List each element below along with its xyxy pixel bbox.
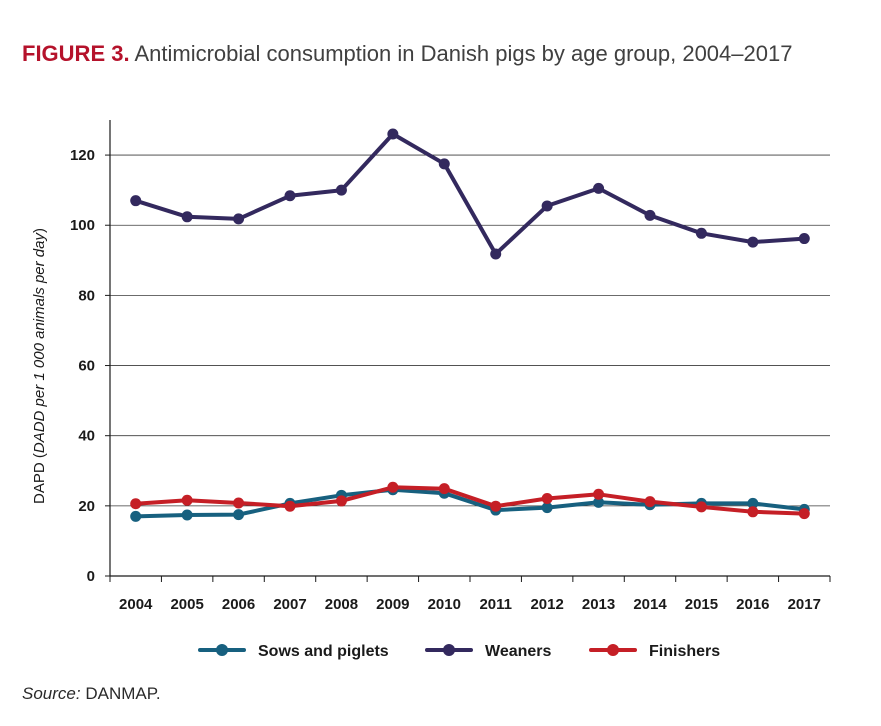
data-point: [284, 500, 296, 512]
data-point: [181, 211, 193, 223]
data-point: [593, 496, 605, 508]
legend-item: Weaners: [425, 643, 552, 660]
data-point: [130, 195, 142, 207]
x-tick-label: 2011: [479, 596, 512, 613]
legend-label: Sows and piglets: [258, 643, 389, 660]
data-point: [747, 497, 759, 509]
y-axis-label-italic: DADD per 1 000 animals per day: [31, 232, 48, 454]
legend-label: Weaners: [485, 643, 552, 660]
x-tick-label: 2008: [325, 596, 358, 613]
legend-item: Finishers: [589, 643, 720, 660]
data-point: [541, 502, 553, 514]
data-point: [644, 496, 656, 508]
data-point: [335, 184, 347, 196]
data-point: [233, 213, 245, 225]
y-tick-label: 120: [70, 147, 95, 164]
x-tick-label: 2014: [633, 596, 667, 613]
series-line: [133, 487, 807, 519]
data-point: [438, 158, 450, 170]
series: [130, 128, 810, 522]
figure-title: FIGURE 3. Antimicrobial consumption in D…: [22, 38, 842, 69]
x-tick-label: 2015: [685, 596, 718, 613]
data-point: [747, 236, 759, 248]
y-tick-label: 100: [70, 217, 95, 234]
data-point: [284, 190, 296, 202]
legend-swatch-marker: [443, 644, 455, 656]
axes: [105, 120, 831, 582]
y-axis-label: DAPD (DADD per 1 000 animals per day): [31, 228, 48, 504]
figure-label: FIGURE 3.: [22, 41, 130, 66]
data-point: [181, 494, 193, 506]
legend: Sows and piglets Weaners Finishers: [198, 643, 720, 660]
series-line: [133, 485, 807, 516]
x-tick-labels: 2004 2005 2006 2007 2008 2009 2010 2011 2012 2013…: [119, 596, 821, 613]
x-tick-label: 2009: [376, 596, 409, 613]
data-point: [798, 233, 810, 245]
data-point: [798, 508, 810, 520]
data-point: [490, 248, 502, 260]
x-tick-label: 2006: [222, 596, 255, 613]
data-point: [644, 209, 656, 221]
y-tick-labels: 0 20 40 60 80 100 120: [70, 147, 95, 585]
x-tick-label: 2004: [119, 596, 153, 613]
x-tick-label: 2012: [530, 596, 563, 613]
source-text: DANMAP.: [85, 684, 161, 703]
x-tick-label: 2016: [736, 596, 769, 613]
data-point: [593, 488, 605, 500]
data-point: [541, 492, 553, 504]
figure-title-text: Antimicrobial consumption in Danish pigs…: [134, 41, 793, 66]
series-finishers: [130, 481, 810, 520]
y-tick-label: 60: [78, 358, 95, 375]
source-note: Source: DANMAP.: [22, 684, 161, 704]
data-point: [181, 509, 193, 521]
x-tick-label: 2005: [170, 596, 203, 613]
data-point: [130, 498, 142, 510]
data-point: [335, 495, 347, 507]
series-weaners: [130, 128, 810, 260]
series-line: [133, 132, 807, 256]
x-tick-label: 2013: [582, 596, 615, 613]
y-axis-label-suffix: ): [31, 228, 48, 233]
legend-swatch-marker: [216, 644, 228, 656]
legend-item: Sows and piglets: [198, 643, 389, 660]
data-point: [490, 500, 502, 512]
legend-label: Finishers: [649, 643, 720, 660]
data-point: [541, 200, 553, 212]
data-point: [747, 506, 759, 518]
x-tick-label: 2007: [273, 596, 306, 613]
data-point: [438, 483, 450, 495]
source-label: Source:: [22, 684, 81, 703]
data-point: [387, 481, 399, 493]
y-tick-label: 80: [78, 287, 95, 304]
data-point: [130, 510, 142, 522]
y-tick-label: 0: [87, 568, 95, 585]
y-tick-label: 20: [78, 498, 95, 515]
data-point: [695, 501, 707, 513]
y-axis-label-prefix: DAPD (: [31, 453, 48, 504]
data-point: [387, 128, 399, 140]
data-point: [233, 497, 245, 509]
data-point: [593, 182, 605, 194]
data-point: [233, 509, 245, 521]
x-tick-label: 2010: [428, 596, 461, 613]
x-tick-label: 2017: [788, 596, 821, 613]
data-point: [695, 227, 707, 239]
y-tick-label: 40: [78, 428, 95, 445]
legend-swatch-marker: [607, 644, 619, 656]
grid-lines: [110, 154, 830, 507]
